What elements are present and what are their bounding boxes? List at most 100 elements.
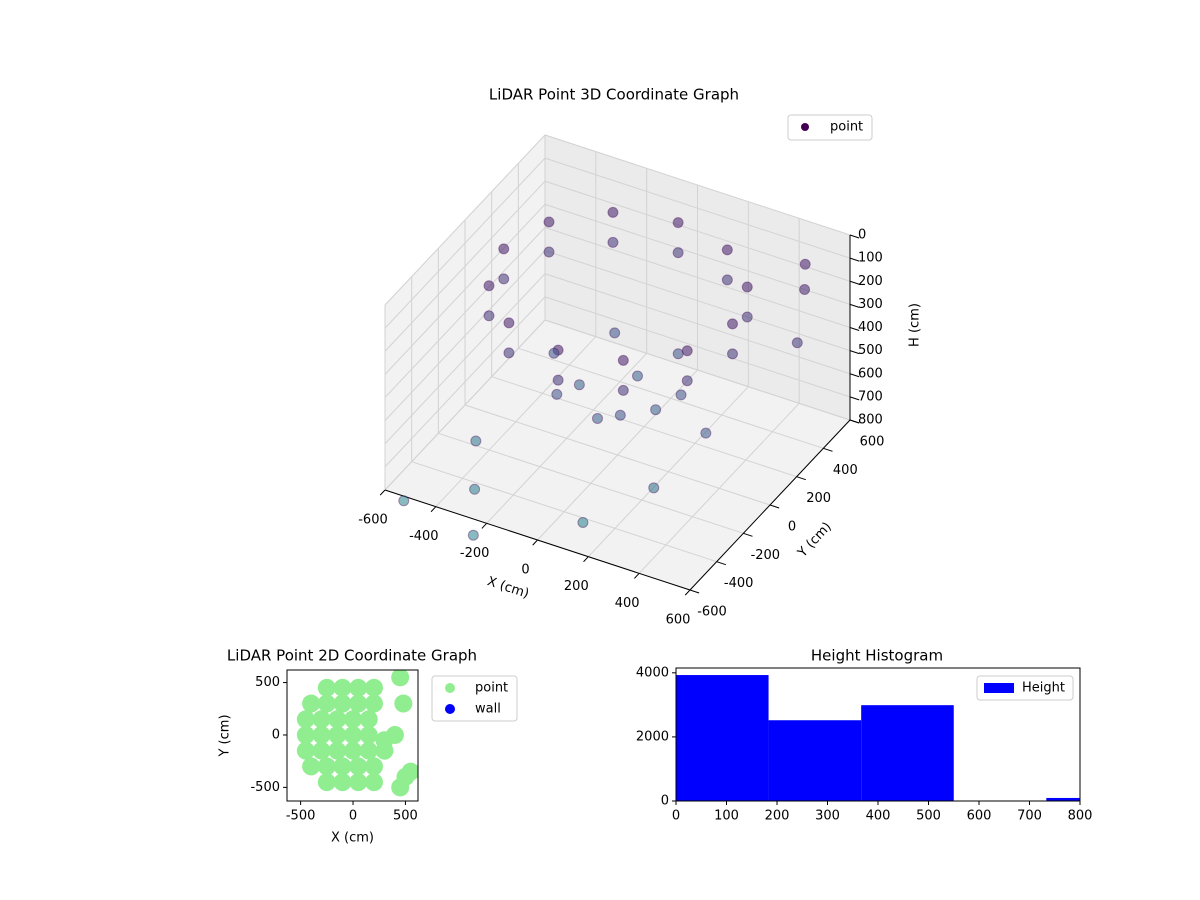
legend-label: Height <box>1022 681 1065 696</box>
plot-3d: -600-400-2000200400600-600-400-200020040… <box>358 114 923 628</box>
y-tick-label: 500 <box>255 675 280 690</box>
legend-marker <box>445 683 455 693</box>
point <box>609 327 621 339</box>
x-tick-label: 200 <box>765 809 790 824</box>
point <box>727 318 738 330</box>
point <box>727 348 738 360</box>
x-tick-label: -600 <box>358 513 388 528</box>
point <box>498 273 510 285</box>
point <box>672 247 684 259</box>
grid-line <box>544 273 851 375</box>
grid-line <box>438 432 744 534</box>
point <box>333 678 352 697</box>
point <box>302 694 321 713</box>
y-axis-line <box>689 419 851 591</box>
point <box>312 710 331 729</box>
point <box>551 388 563 400</box>
bar <box>676 675 769 801</box>
bar <box>768 720 862 801</box>
x-tick-label: 600 <box>666 613 691 628</box>
point <box>312 741 331 760</box>
tick-mark <box>849 280 860 285</box>
grid-line <box>544 180 851 282</box>
grid-line <box>518 347 824 449</box>
tick-mark <box>716 561 726 566</box>
point <box>498 243 510 255</box>
y-tick-label: 200 <box>806 491 831 506</box>
grid-line <box>384 296 546 468</box>
point <box>296 710 315 729</box>
point <box>364 773 383 792</box>
point <box>359 741 378 760</box>
tick-mark <box>583 556 589 563</box>
point <box>503 347 515 359</box>
legend-label: point <box>475 681 508 696</box>
point <box>675 389 687 401</box>
point <box>617 354 629 366</box>
grid-line <box>544 227 851 328</box>
legend-marker <box>984 683 1014 693</box>
point <box>577 516 589 528</box>
point <box>470 435 482 447</box>
point <box>721 274 733 286</box>
point <box>391 778 410 797</box>
point <box>799 258 811 270</box>
legend-marker <box>445 704 455 714</box>
point <box>296 741 315 760</box>
point <box>483 310 495 322</box>
x-tick-label: 400 <box>866 809 891 824</box>
x-tick-label: 600 <box>967 809 992 824</box>
x-tick-label: 800 <box>1068 809 1093 824</box>
x-tick-label: 400 <box>615 596 640 611</box>
point <box>328 741 347 760</box>
point <box>721 244 733 256</box>
tick-mark <box>849 419 860 424</box>
point <box>543 246 555 258</box>
tick-mark <box>634 572 640 579</box>
point <box>672 348 684 360</box>
point <box>607 206 619 218</box>
point <box>672 217 684 229</box>
y-tick-label: 400 <box>833 463 858 478</box>
y-tick-label: 0 <box>661 794 669 809</box>
tick-mark <box>430 506 437 513</box>
bars <box>676 675 1080 801</box>
grid-line <box>384 273 546 445</box>
point <box>573 379 585 391</box>
point <box>349 773 368 792</box>
point <box>317 678 336 697</box>
tick-mark <box>796 476 806 481</box>
z-tick-label: 400 <box>858 320 883 335</box>
point <box>543 216 555 228</box>
point <box>469 483 481 495</box>
point <box>617 384 629 396</box>
x-tick-label: 500 <box>393 809 418 824</box>
point <box>349 694 368 713</box>
grid-line <box>384 227 546 398</box>
z-tick-label: 300 <box>858 297 883 312</box>
point <box>333 694 352 713</box>
z-axis-label: H (cm) <box>908 303 923 347</box>
grid-line <box>491 376 797 478</box>
plot-2d: -500 0 500 -500 0 500 X (cm) Y (cm) point wall <box>218 669 518 846</box>
point <box>394 694 413 713</box>
point <box>359 725 378 744</box>
point <box>607 236 619 248</box>
plot-hist: Height 0 100 200 300 400 500 600 700 800 0 2000 4000 <box>636 665 1093 824</box>
x-axis-label: X (cm) <box>331 831 374 846</box>
y-tick-label: 600 <box>860 435 885 450</box>
grid-line <box>544 157 851 259</box>
grid-line <box>384 250 546 421</box>
point <box>401 762 418 781</box>
x-axis-label: X (cm) <box>485 574 531 602</box>
point <box>328 725 347 744</box>
tick-mark <box>481 522 488 529</box>
grid-line <box>544 319 851 421</box>
tick-mark <box>849 396 860 401</box>
y-axis-label: Y (cm) <box>218 714 233 757</box>
y-tick-label: -600 <box>697 605 727 620</box>
point <box>741 311 753 323</box>
grid-line <box>384 319 546 491</box>
point <box>344 710 363 729</box>
x-tick-label: 300 <box>815 809 840 824</box>
